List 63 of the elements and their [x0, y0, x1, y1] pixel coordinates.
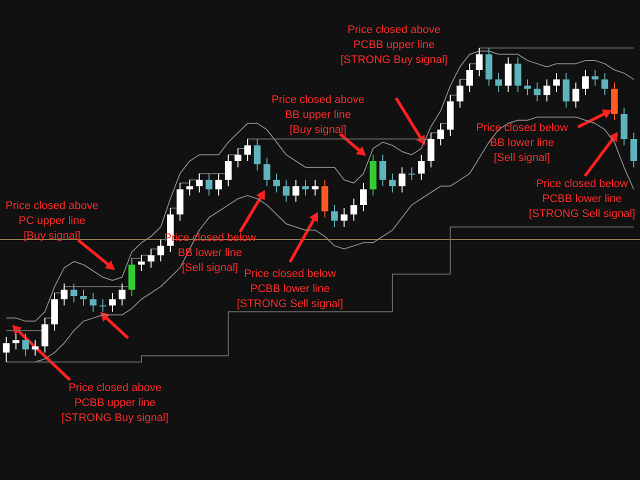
candlestick [476, 48, 483, 77]
annotation: Price closed above PC upper line [Buy signal] [6, 200, 98, 242]
annotation: Price closed below PCBB lower line [STRONG Sell signal] [528, 178, 636, 220]
candlestick [70, 283, 78, 303]
candlestick [32, 340, 39, 356]
candlestick [428, 132, 434, 168]
candlestick [244, 138, 251, 162]
candlestick [282, 179, 290, 202]
text: Price closed above PCBB upper line [STRONG Buy signal] [62, 382, 168, 424]
candlestick [254, 138, 261, 171]
candlestick [553, 72, 560, 92]
candlestick [331, 204, 338, 228]
candlestick [312, 179, 319, 196]
candlestick [350, 198, 358, 222]
candlestick [206, 173, 212, 196]
candlestick [109, 292, 116, 312]
candlestick [148, 248, 154, 268]
candlestick [186, 179, 194, 196]
candlestick [466, 63, 473, 92]
candlestick [514, 56, 522, 92]
candlestick [630, 132, 638, 168]
candlestick [273, 173, 280, 193]
annotation: Price closed below BB lower line [Sell signal] [476, 122, 568, 164]
candlestick [42, 318, 48, 354]
candlestick [601, 72, 608, 96]
candlestick [22, 333, 29, 356]
candlestick [302, 179, 309, 196]
annotation: Price closed above PCBB upper line [STRONG Buy signal] [340, 24, 448, 66]
candlestick [2, 336, 10, 362]
candlestick [379, 154, 386, 187]
candlestick [157, 239, 164, 262]
candlestick [389, 173, 396, 193]
candlestick [418, 154, 425, 180]
candlestick [224, 154, 232, 187]
candlestick [408, 166, 416, 180]
candlestick [215, 173, 222, 196]
annotation: Price closed below PCBB lower line [STRONG Sell signal] [236, 268, 344, 310]
candlestick [437, 122, 444, 146]
candlestick [196, 173, 203, 193]
candlestick [340, 208, 348, 228]
candlestick [99, 298, 106, 312]
candlestick [90, 292, 97, 312]
candlestick [234, 148, 242, 168]
candlestick [534, 82, 541, 102]
candlestick [582, 69, 589, 96]
candlestick [562, 72, 570, 108]
candlestick [524, 78, 531, 96]
candlestick [456, 78, 464, 108]
candlestick [118, 283, 126, 306]
annotation: Price closed above BB upper line [Buy signal] [272, 94, 364, 136]
candlestick [12, 333, 20, 350]
candlestick [138, 254, 145, 272]
candlestick [398, 166, 406, 193]
candlestick [60, 283, 68, 306]
candlestick [592, 69, 598, 86]
candlestick [543, 78, 550, 102]
candlestick [292, 179, 300, 202]
candlestick [572, 82, 580, 108]
candlestick [504, 56, 512, 92]
candlestick [80, 289, 87, 306]
candlestick [360, 182, 367, 212]
candlestick [264, 157, 270, 187]
candlestick [495, 72, 502, 92]
